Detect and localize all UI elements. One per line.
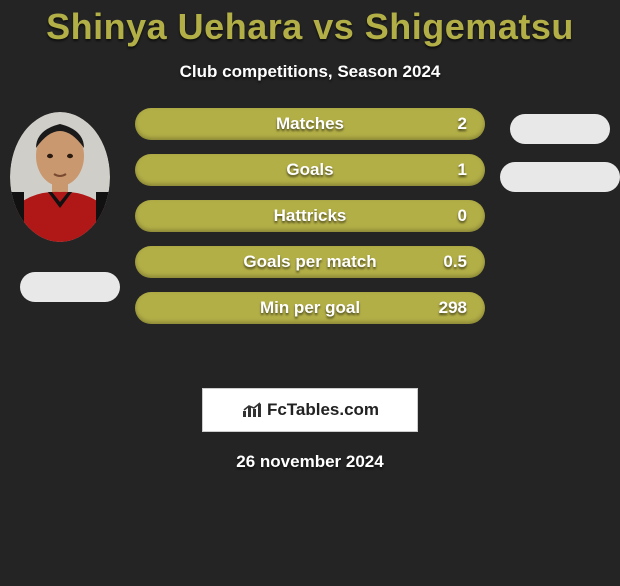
- stat-value: 2: [458, 114, 467, 134]
- stat-bar: Hattricks 0: [135, 200, 485, 232]
- comparison-panel: Matches 2 Goals 1 Hattricks 0 Goals per …: [0, 112, 620, 372]
- player-right-name-pill-2: [500, 162, 620, 192]
- player-right-name-pill-1: [510, 114, 610, 144]
- avatar-photo-icon: [10, 112, 110, 242]
- stat-bar: Matches 2: [135, 108, 485, 140]
- page-title: Shinya Uehara vs Shigematsu: [0, 6, 620, 48]
- stat-label: Matches: [276, 114, 344, 134]
- chart-icon: [241, 401, 263, 419]
- stat-value: 0.5: [443, 252, 467, 272]
- subtitle: Club competitions, Season 2024: [0, 62, 620, 82]
- date-text: 26 november 2024: [0, 452, 620, 472]
- stat-value: 298: [439, 298, 467, 318]
- stat-value: 0: [458, 206, 467, 226]
- stat-bar: Goals per match 0.5: [135, 246, 485, 278]
- stat-label: Goals per match: [243, 252, 376, 272]
- player-left-name-pill: [20, 272, 120, 302]
- stat-value: 1: [458, 160, 467, 180]
- brand-text: FcTables.com: [267, 400, 379, 420]
- stats-bars: Matches 2 Goals 1 Hattricks 0 Goals per …: [135, 108, 485, 338]
- stat-bar: Goals 1: [135, 154, 485, 186]
- player-left-avatar: [10, 112, 110, 242]
- stat-label: Goals: [286, 160, 333, 180]
- brand-badge[interactable]: FcTables.com: [202, 388, 418, 432]
- stat-bar: Min per goal 298: [135, 292, 485, 324]
- stat-label: Hattricks: [274, 206, 347, 226]
- stat-label: Min per goal: [260, 298, 360, 318]
